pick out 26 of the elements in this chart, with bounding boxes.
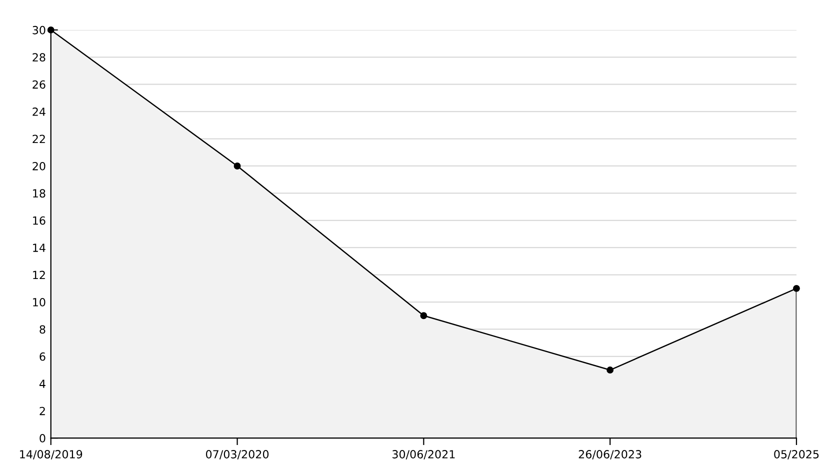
x-tick-label: 30/06/2021 <box>392 450 455 460</box>
x-tick-label: 07/03/2020 <box>206 450 269 460</box>
point <box>47 26 54 34</box>
point <box>792 284 800 292</box>
y-tick-label: 20 <box>32 162 46 170</box>
y-tick-label: 22 <box>32 134 45 143</box>
y-tick-label: 2 <box>40 406 45 416</box>
point <box>234 162 241 170</box>
y-tick-label: 12 <box>33 270 45 280</box>
y-tick-label: 8 <box>40 325 46 334</box>
point <box>420 312 428 320</box>
y-tick-label: 0 <box>40 434 46 442</box>
y-tick-label: 24 <box>32 108 46 116</box>
y-tick-label: 18 <box>33 189 46 198</box>
x-tick-label: 26/06/2023 <box>578 450 642 460</box>
y-tick-label: 4 <box>39 380 46 388</box>
x-tick-label: 05/2025 <box>774 450 819 460</box>
x-tick-label: 14/08/2019 <box>20 450 82 460</box>
y-tick-label: 6 <box>40 352 46 361</box>
y-tick-label: 10 <box>33 298 46 306</box>
y-tick-label: 28 <box>32 53 46 62</box>
point <box>606 366 614 374</box>
y-tick-label: 30 <box>32 26 46 34</box>
y-tick-label: 14 <box>33 244 46 252</box>
y-tick-label: 16 <box>33 216 46 225</box>
y-tick-label: 26 <box>32 80 46 89</box>
